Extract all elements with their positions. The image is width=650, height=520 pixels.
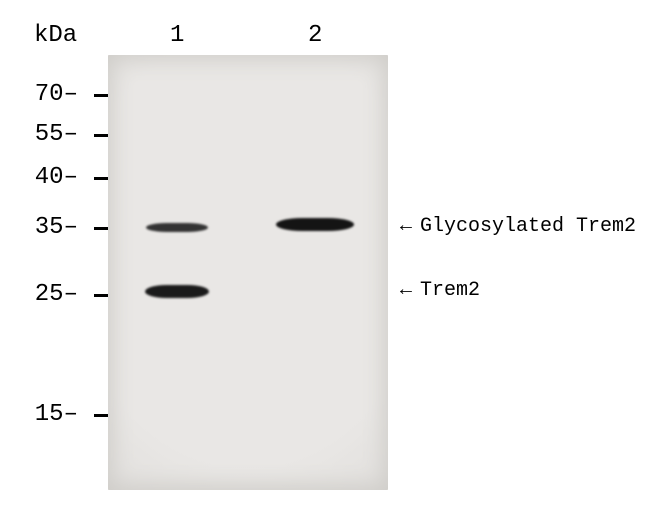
mw-tick-35 (94, 227, 108, 230)
mw-label-70: 70– (34, 81, 78, 108)
band-lane1-0 (146, 223, 208, 232)
blot-membrane (108, 55, 388, 490)
lane-label-1: 1 (170, 22, 184, 49)
mw-label-25: 25– (34, 281, 78, 308)
annotation-label: Trem2 (420, 279, 480, 302)
mw-label-55: 55– (34, 121, 78, 148)
lane-label-2: 2 (308, 22, 322, 49)
band-lane1-1 (145, 285, 209, 298)
mw-tick-25 (94, 294, 108, 297)
mw-label-40: 40– (34, 164, 78, 191)
mw-tick-70 (94, 94, 108, 97)
kda-axis-label: kDa (34, 22, 77, 49)
mw-tick-55 (94, 134, 108, 137)
band-lane2-2 (276, 218, 354, 231)
annotation-label: Glycosylated Trem2 (420, 215, 636, 238)
arrow-icon: ← (400, 279, 412, 302)
mw-label-15: 15– (34, 401, 78, 428)
mw-tick-40 (94, 177, 108, 180)
figure-root: kDa 1 2 70– 55– 40– 35– 25– 15– ← Glycosylated… (0, 0, 650, 520)
mw-label-35: 35– (34, 214, 78, 241)
arrow-icon: ← (400, 215, 412, 238)
mw-tick-15 (94, 414, 108, 417)
